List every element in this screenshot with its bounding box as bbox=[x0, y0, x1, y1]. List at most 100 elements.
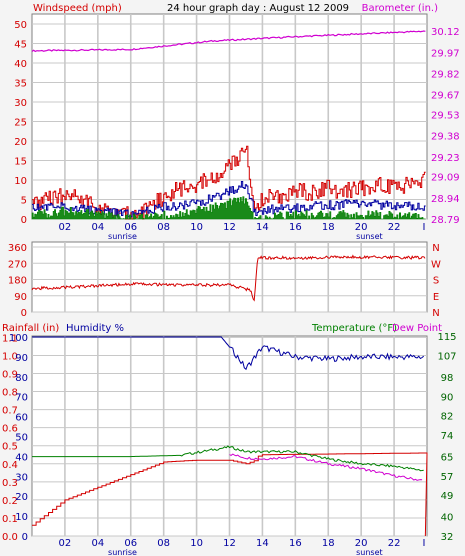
barometer-y-tick: 29.97 bbox=[431, 48, 460, 59]
direction-compass-label: E bbox=[433, 292, 439, 303]
temperature-y-tick: 49 bbox=[441, 491, 454, 502]
wind-y-tick: 35 bbox=[14, 79, 27, 90]
wind-y-tick: 5 bbox=[21, 196, 27, 207]
humidity-y-tick: 90 bbox=[15, 353, 28, 364]
humidity-y-tick: 70 bbox=[15, 393, 28, 404]
rainfall-y-tick: 0.8 bbox=[2, 388, 18, 399]
temperature-y-tick: 74 bbox=[441, 431, 454, 442]
wind-y-tick: 30 bbox=[14, 98, 27, 109]
direction-y-tick: 360 bbox=[8, 243, 27, 254]
temperature-y-tick: 115 bbox=[437, 332, 456, 343]
x-tick-label: 10 bbox=[190, 538, 203, 549]
graph-title: 24 hour graph day : August 12 2009 bbox=[167, 3, 349, 14]
wind-y-tick: 50 bbox=[14, 20, 27, 31]
humidity-y-tick: 60 bbox=[15, 413, 28, 424]
x-tick-label: 08 bbox=[157, 222, 170, 233]
rainfall-y-tick: 0.1 bbox=[2, 514, 18, 525]
x-tick-label: 12 bbox=[223, 538, 236, 549]
x-tick-label: 18 bbox=[322, 538, 335, 549]
humidity-y-tick: 40 bbox=[15, 452, 28, 463]
humidity-y-tick: 30 bbox=[15, 472, 28, 483]
rainfall-line bbox=[32, 452, 428, 537]
rainfall-y-tick: 0.3 bbox=[2, 478, 18, 489]
sunset-label: sunset bbox=[356, 232, 383, 241]
barometer-y-tick: 29.09 bbox=[431, 173, 460, 184]
sunrise-label: sunrise bbox=[108, 548, 137, 556]
windspeed-axis-title: Windspeed (mph) bbox=[33, 3, 122, 14]
x-tick-label: 14 bbox=[256, 538, 269, 549]
x-end-label: I bbox=[423, 222, 426, 233]
wind-y-tick: 20 bbox=[14, 137, 27, 148]
humidity-y-tick: 20 bbox=[15, 492, 28, 503]
x-tick-label: 20 bbox=[355, 538, 368, 549]
sunset-label: sunset bbox=[356, 548, 383, 556]
direction-y-tick: 270 bbox=[8, 259, 27, 270]
rainfall-y-tick: 1.1 bbox=[2, 333, 18, 344]
direction-compass-label: N bbox=[432, 243, 439, 254]
direction-compass-label: W bbox=[431, 259, 441, 270]
x-tick-label: 16 bbox=[289, 538, 302, 549]
x-tick-label: 22 bbox=[388, 538, 401, 549]
wind-average-line bbox=[32, 181, 426, 218]
direction-y-tick: 0 bbox=[21, 308, 27, 319]
temperature-y-tick: 40 bbox=[441, 513, 454, 524]
barometer-y-tick: 29.53 bbox=[431, 110, 460, 121]
rainfall-y-tick: 0.4 bbox=[2, 460, 18, 471]
x-tick-label: 18 bbox=[322, 222, 335, 233]
temperature-line bbox=[32, 445, 424, 472]
x-tick-label: 04 bbox=[91, 538, 104, 549]
temperature-y-tick: 57 bbox=[441, 472, 454, 483]
wind-sustained-bars bbox=[31, 196, 426, 220]
x-tick-label: 10 bbox=[190, 222, 203, 233]
temperature-y-tick: 90 bbox=[441, 392, 454, 403]
rainfall-y-tick: 0.6 bbox=[2, 424, 18, 435]
wind-y-tick: 10 bbox=[14, 176, 27, 187]
direction-y-tick: 180 bbox=[8, 276, 27, 287]
wind-y-tick: 45 bbox=[14, 40, 27, 51]
temperature-y-tick: 65 bbox=[441, 453, 454, 464]
humidity-y-tick: 100 bbox=[9, 333, 28, 344]
temperature-y-tick: 32 bbox=[441, 532, 454, 543]
humidity-y-tick: 0 bbox=[22, 532, 28, 543]
barometer-y-tick: 28.79 bbox=[431, 215, 460, 226]
barometer-axis-title: Barometer (in.) bbox=[362, 3, 438, 14]
temperature-y-tick: 98 bbox=[441, 373, 454, 384]
humidity-axis-title: Humidity % bbox=[66, 323, 124, 334]
x-tick-label: 08 bbox=[157, 538, 170, 549]
barometer-y-tick: 29.38 bbox=[431, 132, 460, 143]
x-tick-label: 16 bbox=[289, 222, 302, 233]
x-tick-label: 06 bbox=[124, 538, 137, 549]
x-tick-label: 20 bbox=[355, 222, 368, 233]
wind-y-tick: 0 bbox=[21, 215, 27, 226]
x-tick-label: 06 bbox=[124, 222, 137, 233]
rainfall-y-tick: 0.5 bbox=[2, 442, 18, 453]
wind-y-tick: 40 bbox=[14, 59, 27, 70]
rainfall-y-tick: 1.0 bbox=[2, 351, 18, 362]
rainfall-y-tick: 0.7 bbox=[2, 406, 18, 417]
dewpoint-line bbox=[229, 453, 423, 481]
rainfall-axis-title: Rainfall (in) bbox=[2, 323, 59, 334]
wind-y-tick: 25 bbox=[14, 118, 27, 129]
x-end-label: I bbox=[423, 538, 426, 549]
barometer-line bbox=[31, 30, 426, 53]
dewpoint-axis-title: Dew Point bbox=[392, 323, 442, 334]
direction-compass-label: N bbox=[432, 308, 439, 319]
temperature-axis-title: Temperature (°F) bbox=[311, 323, 397, 334]
barometer-y-tick: 29.82 bbox=[431, 69, 460, 80]
x-tick-label: 12 bbox=[223, 222, 236, 233]
barometer-y-tick: 29.23 bbox=[431, 153, 460, 164]
rainfall-y-tick: 0.2 bbox=[2, 496, 18, 507]
barometer-y-tick: 30.12 bbox=[431, 27, 460, 38]
x-tick-label: 02 bbox=[59, 222, 72, 233]
direction-compass-label: S bbox=[433, 276, 439, 287]
sunrise-label: sunrise bbox=[108, 232, 137, 241]
wind-direction-line bbox=[31, 254, 426, 302]
humidity-y-tick: 80 bbox=[15, 373, 28, 384]
direction-y-tick: 90 bbox=[14, 292, 27, 303]
x-tick-label: 02 bbox=[59, 538, 72, 549]
rainfall-y-tick: 0.0 bbox=[2, 532, 18, 543]
humidity-y-tick: 50 bbox=[15, 433, 28, 444]
humidity-line bbox=[32, 336, 425, 371]
temperature-y-tick: 82 bbox=[441, 412, 454, 423]
barometer-y-tick: 29.67 bbox=[431, 91, 460, 102]
